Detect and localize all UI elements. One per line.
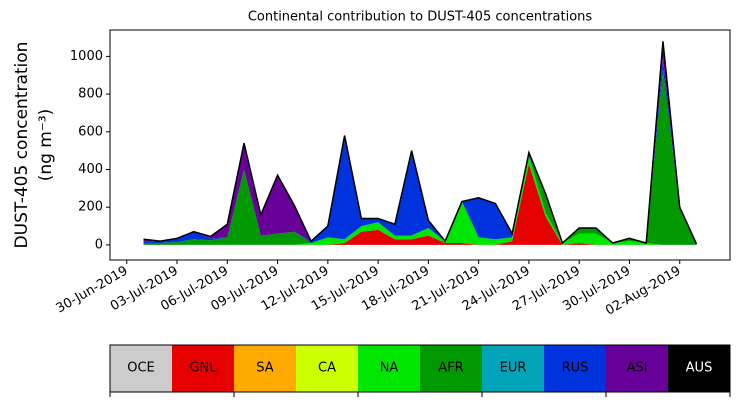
legend-label: RUS [562, 361, 589, 376]
legend-label: OCE [127, 361, 155, 376]
legend-swatch [172, 345, 234, 392]
plot-frame [109, 29, 731, 261]
legend-swatch [482, 345, 544, 392]
legend-swatch [606, 345, 668, 392]
legend-label: EUR [500, 361, 527, 376]
legend-label: CA [318, 361, 336, 376]
y-axis-unit: (ng m⁻³) [36, 109, 56, 182]
legend-label: NA [380, 361, 399, 376]
legend-label: GNL [189, 361, 217, 376]
legend-swatch [234, 345, 296, 392]
legend-swatch [420, 345, 482, 392]
y-tick-label: 600 [78, 124, 103, 139]
total-outline [143, 41, 698, 245]
legend-label: ASI [627, 361, 648, 376]
y-tick-label: 800 [78, 87, 103, 102]
legend-swatch [110, 345, 172, 392]
legend-swatch [668, 345, 730, 392]
y-tick-label: 400 [78, 162, 103, 177]
area [143, 58, 697, 244]
legend-label: AFR [438, 361, 463, 376]
y-tick-label: 200 [78, 200, 103, 215]
chart-title: Continental contribution to DUST-405 con… [248, 10, 593, 25]
area [143, 41, 697, 244]
y-tick-label: 1000 [70, 49, 103, 64]
legend-label: AUS [686, 361, 713, 376]
colorbar-frame [109, 344, 731, 393]
legend-swatch [296, 345, 358, 392]
legend-swatch [544, 345, 606, 392]
y-axis-label: DUST-405 concentration [12, 42, 32, 249]
legend-label: SA [256, 361, 273, 376]
y-tick-label: 0 [95, 237, 103, 252]
legend-swatch [358, 345, 420, 392]
colorbar-ticks [109, 392, 731, 397]
